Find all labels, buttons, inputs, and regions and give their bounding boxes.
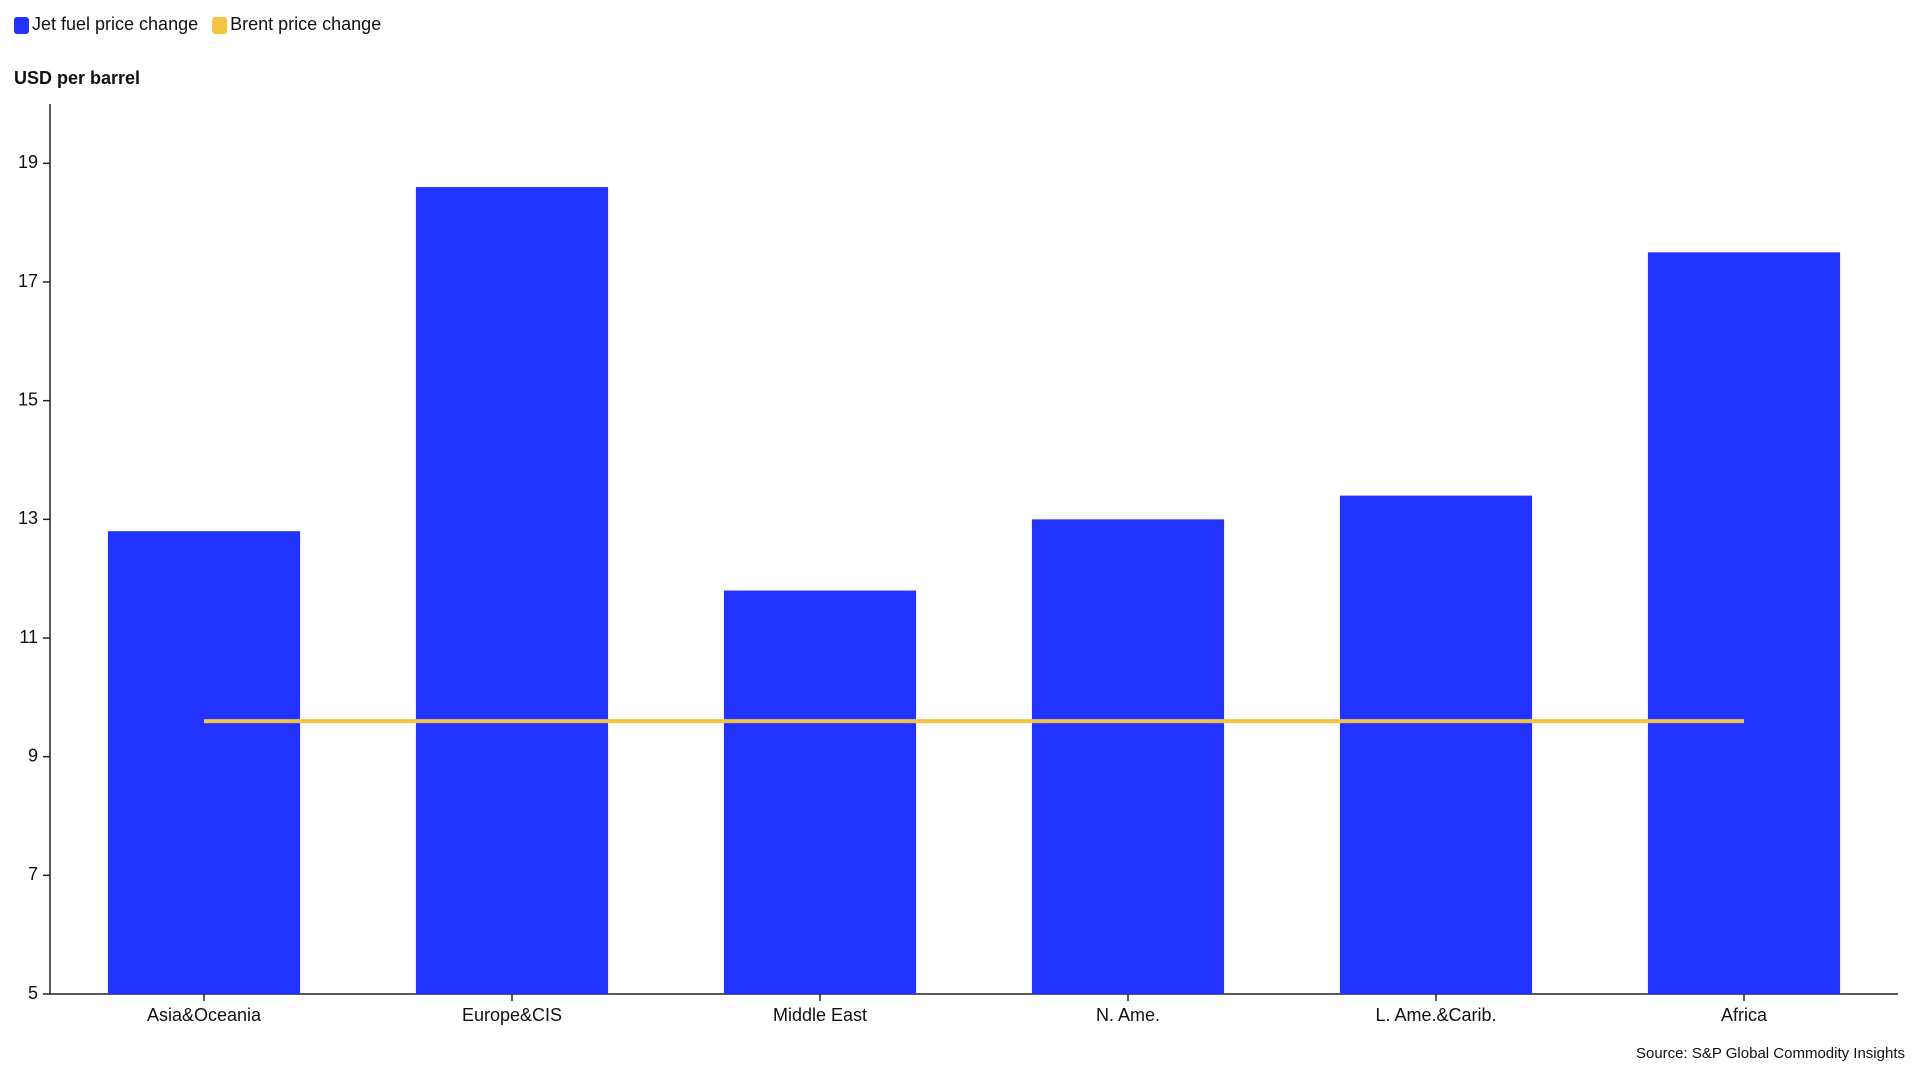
y-tick-label: 13 <box>18 508 38 528</box>
x-tick-label: Europe&CIS <box>462 1005 562 1025</box>
bar <box>1031 519 1225 994</box>
bar <box>723 590 917 994</box>
legend-swatch <box>212 17 228 34</box>
y-tick-label: 9 <box>28 745 38 765</box>
bar <box>1339 495 1533 994</box>
legend-label: Jet fuel price change <box>32 14 198 34</box>
y-tick-label: 5 <box>28 983 38 1003</box>
x-tick-label: N. Ame. <box>1096 1005 1160 1025</box>
bar <box>1647 252 1841 995</box>
x-tick-label: Asia&Oceania <box>147 1005 262 1025</box>
legend-label: Brent price change <box>230 14 381 34</box>
source: Source: S&P Global Commodity Insights <box>1636 1045 1905 1062</box>
legend-swatch <box>14 17 29 34</box>
y-tick-label: 11 <box>19 627 38 647</box>
x-tick-label: Africa <box>1721 1005 1768 1025</box>
x-tick-label: L. Ame.&Carib. <box>1375 1005 1496 1025</box>
y-tick-label: 19 <box>18 152 38 172</box>
x-tick-label: Middle East <box>773 1005 867 1025</box>
y-tick-label: 17 <box>18 271 38 291</box>
bar <box>415 187 609 995</box>
bar <box>107 531 301 994</box>
y-tick-label: 7 <box>28 864 38 884</box>
y-tick-label: 15 <box>18 389 38 409</box>
y-axis-label: USD per barrel <box>14 68 140 88</box>
